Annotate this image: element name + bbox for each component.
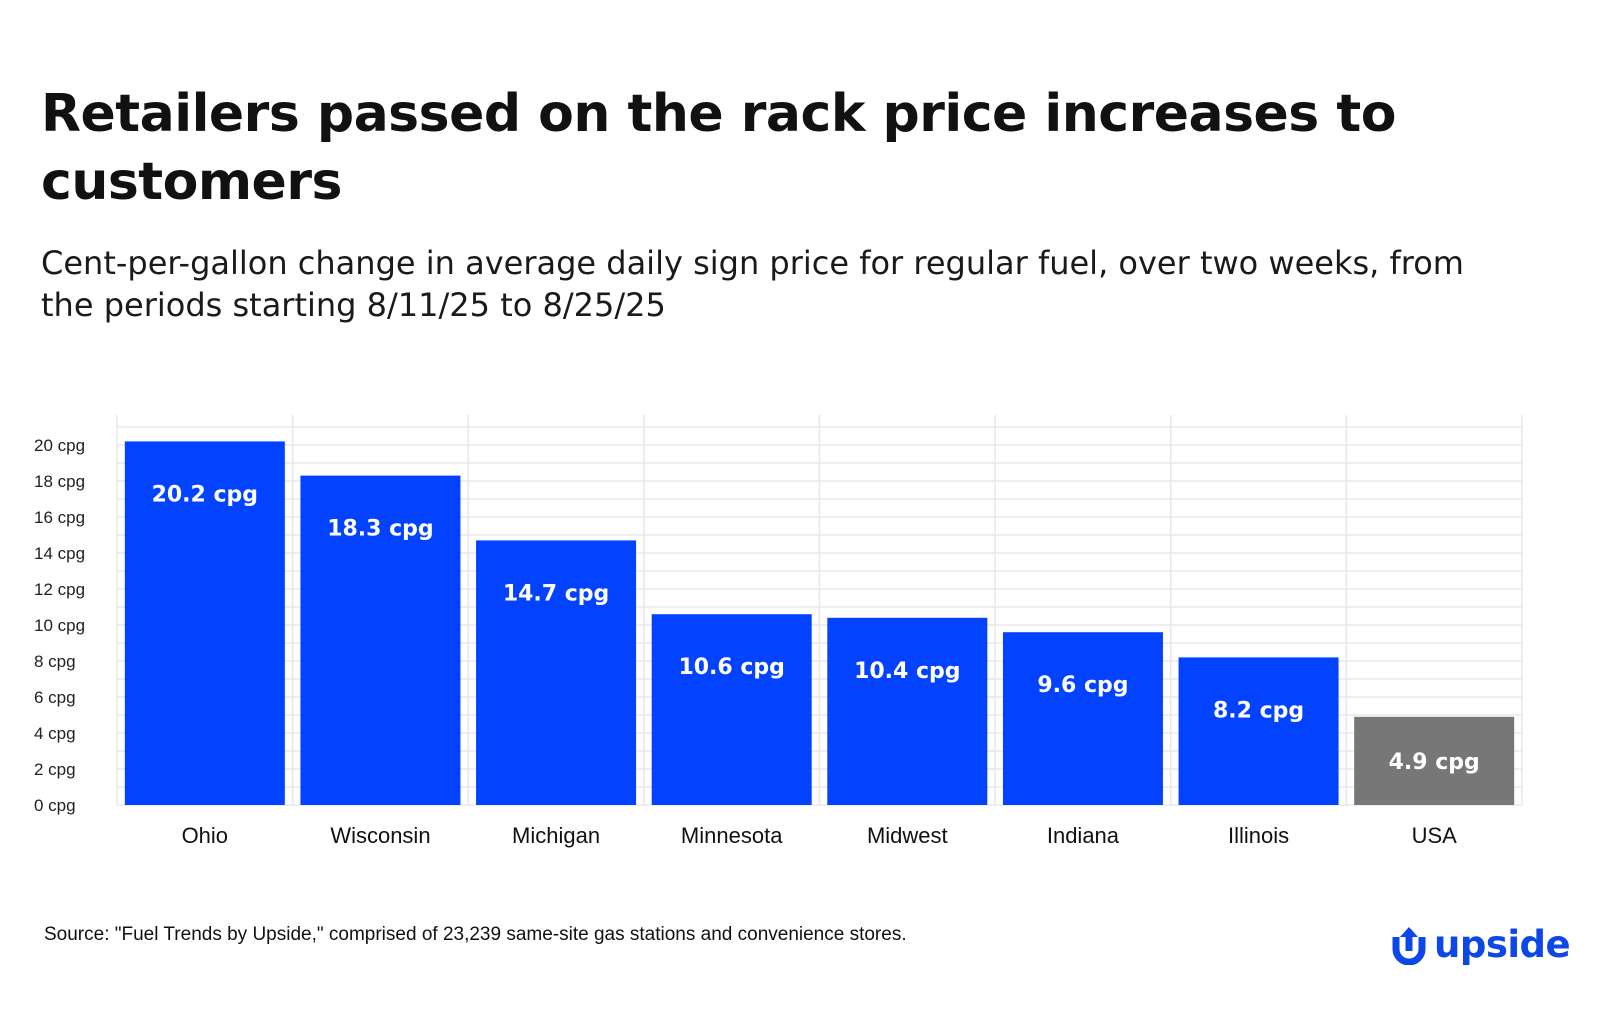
data-label: 4.9 cpg — [1389, 750, 1480, 775]
x-category-label: Illinois — [1228, 823, 1289, 848]
data-label: 20.2 cpg — [152, 482, 258, 507]
data-label: 10.6 cpg — [678, 655, 784, 680]
data-label: 9.6 cpg — [1037, 673, 1128, 698]
y-tick-label: 6 cpg — [34, 688, 76, 707]
x-category-label: Indiana — [1047, 823, 1120, 848]
source-note: Source: "Fuel Trends by Upside," compris… — [44, 924, 907, 945]
bar-chart: 0 cpg 2 cpg 4 cpg 6 cpg 8 cpg 10 cpg 12 cpg 14 … — [34, 415, 1523, 848]
bar-minnesota — [651, 614, 812, 805]
y-tick-label: 10 cpg — [34, 616, 85, 635]
x-axis-category-labels: Ohio Wisconsin Michigan Minnesota Midwest Ind… — [182, 823, 1458, 848]
x-category-label: Michigan — [512, 823, 600, 848]
y-tick-label: 18 cpg — [34, 472, 85, 491]
y-axis-tick-labels: 0 cpg 2 cpg 4 cpg 6 cpg 8 cpg 10 cpg 12 cpg 14 … — [34, 436, 85, 815]
bar-midwest — [827, 617, 988, 805]
upside-arrow-logo-icon — [1392, 927, 1426, 965]
chart-subtitle: Cent-per-gallon change in average daily … — [41, 244, 1464, 324]
logo-text: upside — [1434, 923, 1571, 966]
y-tick-label: 16 cpg — [34, 508, 85, 527]
data-label: 10.4 cpg — [854, 659, 960, 684]
x-category-label: Minnesota — [681, 823, 783, 848]
y-tick-label: 20 cpg — [34, 436, 85, 455]
data-label: 18.3 cpg — [327, 517, 433, 542]
x-category-label: USA — [1412, 823, 1458, 848]
bar-illinois — [1178, 657, 1339, 805]
bar-ohio — [124, 441, 285, 805]
data-labels: 20.2 cpg 18.3 cpg 14.7 cpg 10.6 cpg 10.4 cpg… — [152, 482, 1480, 775]
bar-michigan — [476, 540, 637, 805]
y-tick-label: 0 cpg — [34, 796, 76, 815]
data-label: 8.2 cpg — [1213, 698, 1304, 723]
x-category-label: Wisconsin — [330, 823, 430, 848]
y-tick-label: 8 cpg — [34, 652, 76, 671]
x-category-label: Midwest — [867, 823, 948, 848]
bar-wisconsin — [300, 475, 461, 805]
upside-logo: upside — [1390, 923, 1571, 966]
x-category-label: Ohio — [182, 823, 228, 848]
y-tick-label: 4 cpg — [34, 724, 76, 743]
data-label: 14.7 cpg — [503, 581, 609, 606]
y-tick-label: 12 cpg — [34, 580, 85, 599]
chart-title: Retailers passed on the rack price incre… — [41, 84, 1396, 212]
bar-indiana — [1002, 632, 1163, 805]
bar-usa — [1354, 716, 1515, 805]
y-tick-label: 2 cpg — [34, 760, 76, 779]
bars — [124, 441, 1515, 805]
y-tick-label: 14 cpg — [34, 544, 85, 563]
